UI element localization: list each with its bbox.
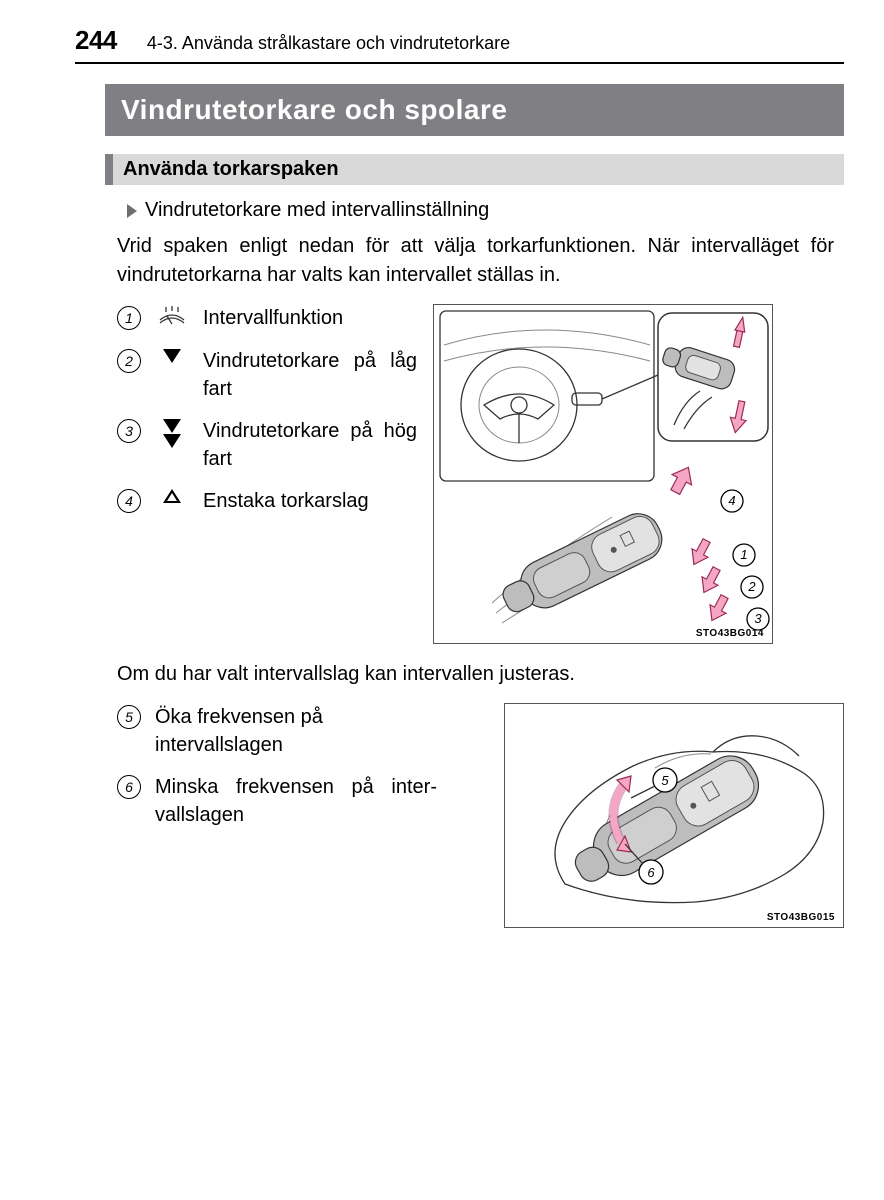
figure-2: 5 6 STO43BG015 bbox=[504, 703, 844, 928]
page-title: Vindrutetorkare och spolare bbox=[121, 94, 507, 125]
title-bar: Vindrutetorkare och spolare bbox=[105, 84, 844, 136]
down-arrow-icon bbox=[155, 347, 189, 368]
item-number-icon: 4 bbox=[117, 489, 141, 513]
wiper-interval-icon bbox=[155, 304, 189, 333]
item-label: Öka frekvensen på intervallslagen bbox=[155, 703, 437, 759]
item-label: Enstaka torkarslag bbox=[203, 487, 417, 515]
sub-heading: Vindrutetorkare med intervallinställning bbox=[127, 199, 844, 222]
frequency-list: 5 Öka frekvensen på intervallslagen 6 Mi… bbox=[117, 703, 437, 843]
function-list: 1 Intervallfunktion 2 Vindrutetorkare på… bbox=[117, 304, 417, 529]
section-heading: Använda torkarspaken bbox=[105, 154, 844, 185]
item-label: Intervallfunktion bbox=[203, 304, 417, 332]
list-item: 3 Vindrutetorkare på hög fart bbox=[117, 417, 417, 473]
item-number-icon: 2 bbox=[117, 349, 141, 373]
figure-1: 4 1 2 3 STO43BG014 bbox=[433, 304, 773, 644]
list-item: 5 Öka frekvensen på intervallslagen bbox=[117, 703, 437, 759]
figure1-callout: 2 bbox=[747, 579, 756, 594]
item-label: Vindrutetorkare på hög fart bbox=[203, 417, 417, 473]
figure1-callout: 3 bbox=[754, 611, 762, 626]
list-item: 2 Vindrutetorkare på låg fart bbox=[117, 347, 417, 403]
figure-code: STO43BG015 bbox=[767, 912, 835, 923]
triangle-bullet-icon bbox=[127, 204, 137, 218]
figure-code: STO43BG014 bbox=[696, 628, 764, 639]
item-number-icon: 5 bbox=[117, 705, 141, 729]
page-number: 244 bbox=[75, 25, 117, 56]
breadcrumb: 4-3. Använda strålkastare och vindruteto… bbox=[147, 33, 510, 54]
list-item: 6 Minska frekvensen på inter­vallslagen bbox=[117, 773, 437, 829]
up-arrow-outline-icon bbox=[155, 487, 189, 508]
item-number-icon: 6 bbox=[117, 775, 141, 799]
intro-paragraph: Vrid spaken enligt nedan för att välja t… bbox=[117, 232, 834, 290]
list-item: 4 Enstaka torkarslag bbox=[117, 487, 417, 515]
double-down-arrow-icon bbox=[155, 417, 189, 448]
item-number-icon: 3 bbox=[117, 419, 141, 443]
intermediate-text: Om du har valt intervallslag kan interva… bbox=[117, 660, 834, 689]
header-rule bbox=[75, 62, 844, 64]
item-label: Vindrutetorkare på låg fart bbox=[203, 347, 417, 403]
sub-heading-text: Vindrutetorkare med intervallinställning bbox=[145, 199, 489, 222]
list-item: 1 Intervallfunktion bbox=[117, 304, 417, 333]
page-header: 244 4-3. Använda strålkastare och vindru… bbox=[75, 25, 844, 56]
figure1-callout: 4 bbox=[728, 493, 735, 508]
item-label: Minska frekvensen på inter­vallslagen bbox=[155, 773, 437, 829]
figure2-callout: 5 bbox=[661, 773, 669, 788]
item-number-icon: 1 bbox=[117, 306, 141, 330]
figure2-callout: 6 bbox=[647, 865, 655, 880]
section-heading-text: Använda torkarspaken bbox=[123, 158, 339, 180]
figure1-callout: 1 bbox=[740, 547, 747, 562]
